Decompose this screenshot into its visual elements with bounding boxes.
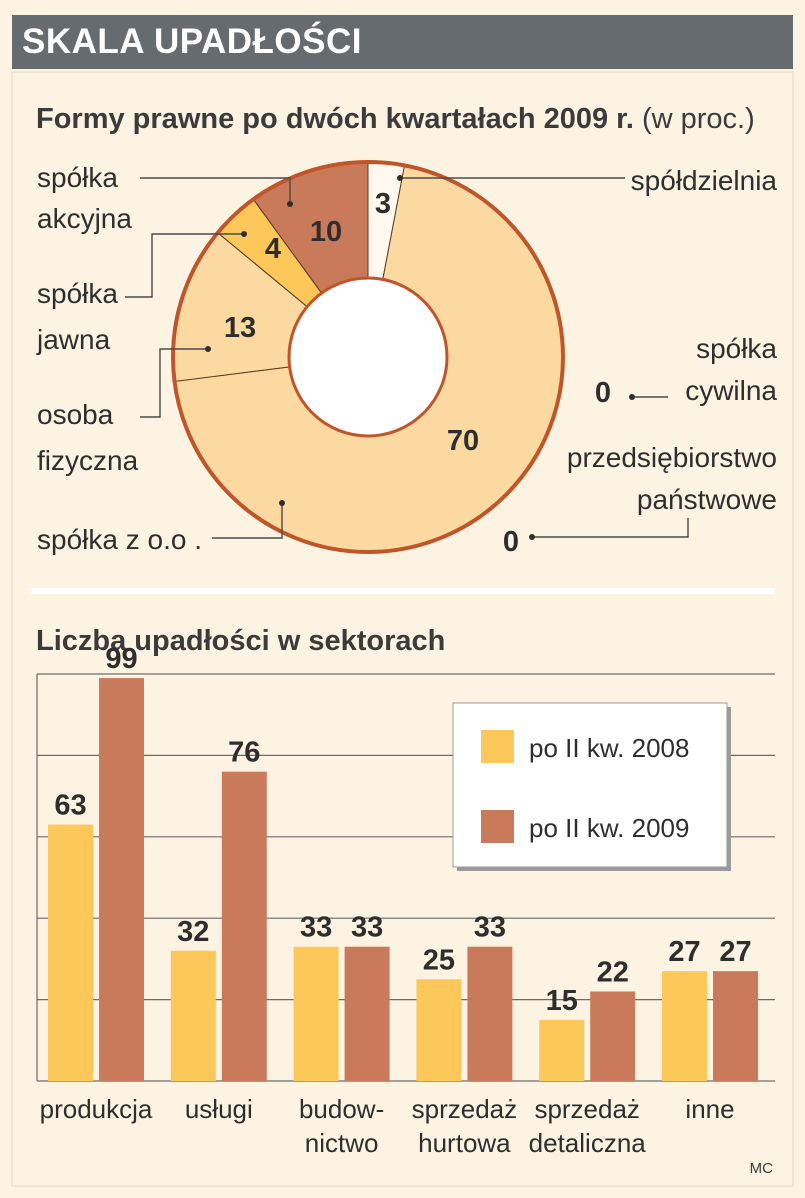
bar-value-budow-nictwo-series2: 33 — [351, 912, 383, 944]
bar-value-us-ugi-series1: 32 — [177, 916, 209, 948]
bar-value-produkcja-series1: 63 — [54, 790, 86, 822]
donut-title-text: Formy prawne po dwóch kwartałach 2009 r. — [36, 103, 634, 135]
bar-produkcja-series1 — [48, 824, 93, 1081]
category-label-budow-nictwo-line1: budow- — [299, 1094, 384, 1124]
donut-label-osoba-fizyczna-line1: osoba — [37, 399, 114, 430]
legend-label-series2: po II kw. 2009 — [529, 813, 689, 843]
donut-label-sp-ka-jawna-line2: jawna — [36, 324, 111, 355]
donut-value-przedsi-biorstwo-pa-stwowe: 0 — [503, 526, 519, 558]
donut-label-sp-ka-z-o-o-line1: spółka z o.o . — [37, 524, 202, 555]
bar-sprzeda-detaliczna-series1 — [539, 1019, 585, 1081]
bar-inne-series2 — [713, 971, 758, 1081]
bar-inne-series1 — [662, 971, 707, 1081]
legend-label-series1: po II kw. 2008 — [529, 733, 689, 763]
donut-title: Formy prawne po dwóch kwartałach 2009 r.… — [36, 103, 755, 135]
donut-value-sp-ka-jawna: 4 — [265, 233, 281, 265]
bar-chart: 63 99 produkcja 32 76 usługi 33 33 budow-nictwo 2… — [36, 643, 775, 1158]
leader-dot-osoba-fizyczna — [205, 346, 211, 352]
bar-budow-nictwo-series1 — [293, 946, 339, 1081]
category-label-inne-line1: inne — [685, 1094, 734, 1124]
bar-value-produkcja-series2: 99 — [105, 643, 137, 675]
bar-value-inne-series1: 27 — [668, 936, 700, 968]
leader-line-sp-ka-jawna — [125, 233, 244, 298]
bar-produkcja-series2 — [99, 678, 144, 1081]
bar-value-us-ugi-series2: 76 — [228, 737, 260, 769]
legend-swatch-series2 — [481, 810, 514, 843]
donut-outer-ring — [171, 160, 565, 554]
donut-label-przedsi-biorstwo-pa-stwowe-line1: przedsiębiorstwo — [567, 442, 777, 473]
donut-value-sp-ka-cywilna: 0 — [595, 377, 611, 409]
category-label-sprzeda-hurtowa-line1: sprzedaż — [412, 1094, 518, 1124]
leader-dot-sp-ka-akcyjna — [287, 201, 293, 207]
bar-sprzeda-hurtowa-series2 — [467, 946, 513, 1081]
bar-us-ugi-series2 — [221, 771, 267, 1081]
category-label-sprzeda-detaliczna-line1: sprzedaż — [534, 1094, 640, 1124]
donut-value-sp-dzielnia: 3 — [375, 188, 391, 220]
category-label-sprzeda-detaliczna-line2: detaliczna — [529, 1128, 647, 1158]
bar-value-sprzeda-detaliczna-series2: 22 — [597, 956, 629, 988]
bar-chart-title: Liczba upadłości w sektorach — [36, 625, 445, 657]
category-label-us-ugi-line1: usługi — [185, 1094, 253, 1124]
donut-value-sp-ka-akcyjna: 10 — [310, 216, 342, 248]
donut-value-osoba-fizyczna: 13 — [224, 312, 256, 344]
bar-sprzeda-detaliczna-series2 — [590, 991, 636, 1081]
donut-label-sp-ka-jawna-line1: spółka — [37, 278, 118, 309]
leader-dot-przedsi-biorstwo-pa-stwowe — [529, 534, 535, 540]
donut-label-osoba-fizyczna-line2: fizyczna — [37, 445, 139, 476]
category-label-budow-nictwo-line2: nictwo — [305, 1128, 379, 1158]
panel-frame — [11, 71, 794, 1187]
donut-label-sp-dzielnia-line1: spółdzielnia — [631, 165, 778, 196]
category-label-produkcja-line1: produkcja — [40, 1094, 153, 1124]
donut-label-sp-ka-cywilna-line1: spółka — [696, 333, 777, 364]
donut-label-sp-ka-akcyjna-line1: spółka — [37, 162, 118, 193]
main-title: SKALA UPADŁOŚCI — [22, 22, 362, 61]
donut-hole — [287, 276, 449, 438]
leader-line-przedsi-biorstwo-pa-stwowe — [532, 518, 689, 538]
bar-budow-nictwo-series2 — [344, 946, 390, 1081]
leader-line-sp-ka-akcyjna — [140, 177, 291, 204]
credit-label: MC — [750, 1160, 773, 1177]
bar-value-sprzeda-hurtowa-series1: 25 — [423, 944, 455, 976]
donut-value-sp-ka-z-o-o: 70 — [447, 425, 479, 457]
bar-us-ugi-series1 — [170, 950, 216, 1081]
donut-unit-note: (w proc.) — [642, 103, 755, 135]
leader-dot-sp-ka-z-o-o — [279, 500, 285, 506]
leader-dot-sp-dzielnia — [397, 175, 403, 181]
bar-value-inne-series2: 27 — [719, 936, 751, 968]
bar-value-sprzeda-hurtowa-series2: 33 — [474, 912, 506, 944]
bar-sprzeda-hurtowa-series1 — [416, 979, 462, 1081]
leader-dot-sp-ka-jawna — [241, 231, 247, 237]
category-label-sprzeda-hurtowa-line2: hurtowa — [418, 1128, 511, 1158]
donut-label-przedsi-biorstwo-pa-stwowe-line2: państwowe — [637, 484, 777, 515]
donut-chart: 3 70 13 4 10 0 0 spółdzielnia spółka z o.o . osob… — [36, 160, 778, 558]
donut-label-sp-ka-cywilna-line2: cywilna — [685, 375, 777, 406]
leader-dot-sp-ka-cywilna — [629, 394, 635, 400]
bar-value-budow-nictwo-series1: 33 — [300, 912, 332, 944]
bar-value-sprzeda-detaliczna-series1: 15 — [546, 985, 578, 1017]
leader-line-sp-ka-z-o-o — [212, 503, 283, 539]
donut-label-sp-ka-akcyjna-line2: akcyjna — [37, 203, 132, 234]
title-bar: SKALA UPADŁOŚCI — [12, 15, 793, 69]
leader-line-osoba-fizyczna — [140, 348, 208, 418]
legend-swatch-series1 — [481, 730, 514, 763]
